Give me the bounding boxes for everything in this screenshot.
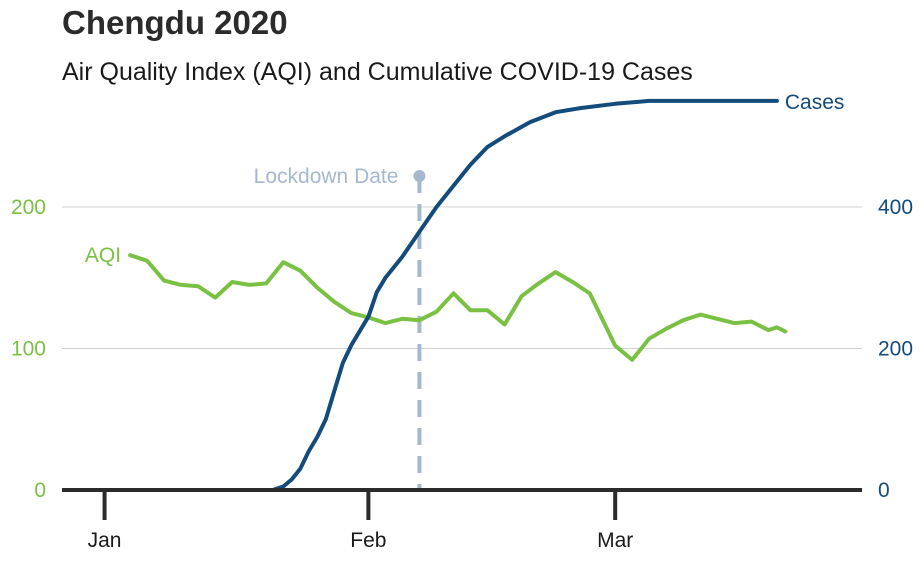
y-right-tick-label: 200 [878, 338, 913, 361]
chart-title: Chengdu 2020 [62, 4, 288, 41]
chart-subtitle: Air Quality Index (AQI) and Cumulative C… [62, 58, 693, 86]
axes [62, 488, 862, 520]
series-lines [128, 98, 788, 492]
series-line-aqi [128, 253, 788, 362]
x-tick-label: Feb [350, 529, 386, 552]
series-label-cases: Cases [785, 91, 845, 114]
lockdown-label: Lockdown Date [254, 165, 399, 188]
y-right-tick-label: 400 [878, 196, 913, 219]
lockdown-marker [413, 170, 426, 182]
y-right-tick-label: 0 [878, 479, 890, 502]
labels: 0 100 200 0 200 400 AQI Cases Jan Feb Mar [11, 91, 913, 552]
y-left-tick-label: 0 [34, 479, 46, 502]
x-tick-label: Jan [88, 529, 122, 552]
series-line-cases [272, 98, 779, 492]
y-left-tick-label: 200 [11, 196, 46, 219]
x-tick-label: Mar [597, 529, 633, 552]
series-label-aqi: AQI [85, 244, 121, 267]
lockdown-annotation: Lockdown Date [254, 165, 426, 490]
grid-lines [62, 206, 862, 350]
y-left-tick-label: 100 [11, 338, 46, 361]
